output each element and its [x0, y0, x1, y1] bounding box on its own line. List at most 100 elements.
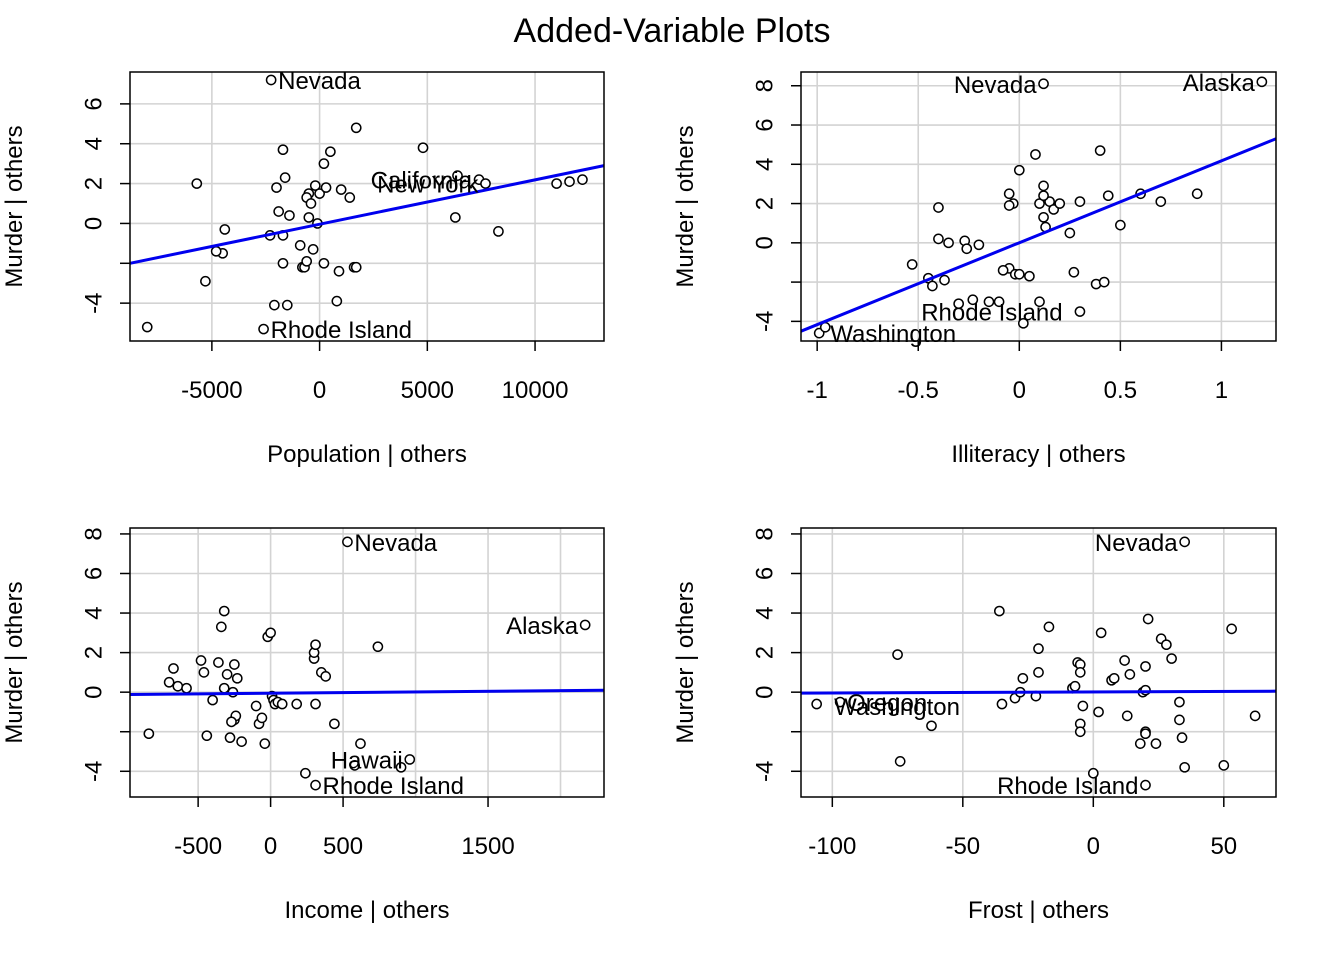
y-tick-label: 4	[81, 137, 108, 150]
y-tick-label: 4	[752, 606, 779, 619]
data-point	[277, 144, 289, 156]
data-point	[256, 712, 268, 724]
x-tick-label: 0	[264, 833, 277, 860]
regression-line	[129, 164, 605, 265]
data-point	[163, 676, 175, 688]
data-point	[221, 669, 233, 680]
regression-line	[800, 137, 1277, 333]
data-point	[1033, 667, 1044, 678]
data-point	[201, 730, 213, 742]
x-axis-label: Illiteracy | others	[951, 441, 1125, 468]
data-point	[927, 280, 938, 292]
data-point	[1179, 536, 1191, 548]
data-point	[1166, 653, 1177, 664]
point-label: Nevada	[1095, 530, 1178, 557]
data-point	[1093, 706, 1104, 718]
y-tick-label: -4	[81, 761, 108, 782]
data-point	[301, 255, 313, 267]
data-point	[1142, 613, 1154, 625]
x-tick-label: 500	[323, 833, 363, 860]
data-point	[997, 264, 1009, 276]
data-point	[894, 756, 906, 767]
y-tick-label: 2	[81, 177, 108, 190]
data-point	[265, 74, 277, 86]
data-point	[1038, 190, 1049, 202]
y-tick-label: 6	[752, 118, 779, 131]
data-point	[172, 680, 184, 692]
data-point	[318, 257, 330, 269]
data-point	[168, 663, 179, 674]
y-tick-label: 6	[81, 97, 108, 110]
data-point	[1094, 145, 1106, 156]
data-point	[309, 180, 321, 191]
data-point	[291, 698, 303, 710]
data-point	[329, 718, 340, 730]
data-point	[342, 536, 353, 548]
data-point	[320, 182, 332, 193]
data-point	[1140, 779, 1151, 791]
data-point	[1074, 726, 1086, 738]
y-tick-label: 0	[752, 685, 779, 698]
data-point	[1033, 643, 1044, 655]
data-point	[1121, 710, 1133, 722]
data-point	[1179, 761, 1191, 773]
data-point	[305, 198, 317, 209]
y-tick-label: 4	[752, 158, 779, 171]
data-point	[1174, 696, 1185, 708]
y-axis-label: Murder | others	[672, 125, 699, 287]
data-point	[310, 698, 321, 710]
data-point	[355, 738, 366, 749]
data-point	[335, 184, 347, 195]
data-point	[269, 299, 280, 311]
plot-frame	[800, 71, 1277, 342]
x-tick-label: -0.5	[898, 377, 939, 404]
data-point	[996, 698, 1008, 710]
y-tick-label: 2	[81, 646, 108, 659]
data-point	[1226, 623, 1237, 635]
data-point	[1176, 732, 1188, 744]
plot-frame	[129, 71, 605, 342]
data-point	[417, 142, 429, 154]
data-point	[1074, 196, 1086, 207]
data-point	[1140, 661, 1151, 672]
data-point	[906, 259, 918, 270]
point-label: New York	[377, 172, 479, 199]
data-point	[404, 754, 416, 765]
data-point	[1068, 266, 1080, 278]
data-point	[310, 779, 321, 791]
point-label: Nevada	[954, 72, 1037, 99]
data-point	[331, 295, 343, 307]
data-point	[1134, 738, 1146, 749]
data-point	[1119, 655, 1130, 666]
data-point	[1038, 211, 1049, 223]
data-point	[265, 627, 276, 639]
data-point	[215, 621, 227, 633]
data-point	[333, 265, 345, 277]
x-tick-label: 50	[1210, 833, 1237, 860]
x-tick-label: -1	[806, 377, 827, 404]
y-tick-label: -4	[81, 292, 108, 313]
data-point	[1087, 767, 1099, 779]
data-point	[303, 212, 315, 223]
data-point	[1013, 268, 1025, 280]
point-label: Washington	[830, 321, 956, 348]
data-point	[236, 736, 247, 747]
data-point	[284, 210, 295, 221]
y-tick-label: -4	[752, 311, 779, 332]
x-tick-label: 0.5	[1104, 377, 1137, 404]
y-tick-label: 6	[752, 567, 779, 580]
data-point	[834, 696, 846, 708]
data-point	[480, 178, 491, 189]
data-point	[577, 174, 588, 185]
data-point	[231, 672, 243, 684]
plot-frame	[129, 527, 605, 798]
y-tick-label: 2	[752, 197, 779, 210]
data-point	[277, 257, 289, 269]
data-point	[218, 682, 230, 694]
data-point	[350, 261, 362, 273]
data-point	[258, 323, 269, 335]
data-point	[1043, 621, 1055, 633]
data-point	[933, 233, 944, 245]
